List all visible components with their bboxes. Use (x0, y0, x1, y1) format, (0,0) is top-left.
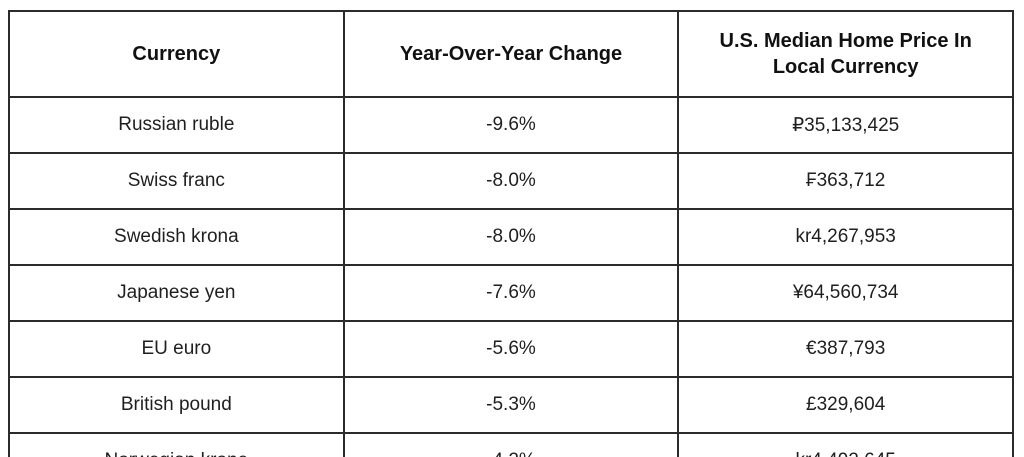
table-row: Swedish krona -8.0% kr4,267,953 (8, 208, 1014, 266)
cell-median-price: kr4,267,953 (677, 208, 1014, 266)
cell-yoy-change: -8.0% (342, 152, 680, 210)
table-header-row: Currency Year-Over-Year Change U.S. Medi… (8, 10, 1014, 98)
table-row: Japanese yen -7.6% ¥64,560,734 (8, 264, 1014, 322)
table-row: Russian ruble -9.6% ₽35,133,425 (8, 96, 1014, 154)
table-row: Swiss franc -8.0% ₣363,712 (8, 152, 1014, 210)
cell-yoy-change: -5.3% (342, 376, 680, 434)
table-row: British pound -5.3% £329,604 (8, 376, 1014, 434)
column-header-yoy-change: Year-Over-Year Change (342, 10, 680, 98)
cell-median-price: €387,793 (677, 320, 1014, 378)
cell-yoy-change: -8.0% (342, 208, 680, 266)
table-header: Currency Year-Over-Year Change U.S. Medi… (8, 10, 1014, 98)
cell-currency: Japanese yen (8, 264, 345, 322)
cell-yoy-change: -4.2% (342, 432, 680, 457)
cell-yoy-change: -7.6% (342, 264, 680, 322)
column-header-currency: Currency (8, 10, 345, 98)
currency-comparison-table: Currency Year-Over-Year Change U.S. Medi… (8, 10, 1014, 457)
cell-currency: British pound (8, 376, 345, 434)
cell-currency: Swedish krona (8, 208, 345, 266)
cell-median-price: kr4,492,645 (677, 432, 1014, 457)
cell-median-price: ¥64,560,734 (677, 264, 1014, 322)
cell-yoy-change: -9.6% (342, 96, 680, 154)
table-row: EU euro -5.6% €387,793 (8, 320, 1014, 378)
cell-currency: EU euro (8, 320, 345, 378)
cell-currency: Norwegian krone (8, 432, 345, 457)
table-body: Russian ruble -9.6% ₽35,133,425 Swiss fr… (8, 96, 1014, 457)
column-header-median-price: U.S. Median Home Price In Local Currency (677, 10, 1014, 98)
cell-median-price: £329,604 (677, 376, 1014, 434)
table-row: Norwegian krone -4.2% kr4,492,645 (8, 432, 1014, 457)
cell-currency: Russian ruble (8, 96, 345, 154)
cell-median-price: ₣363,712 (677, 152, 1014, 210)
cell-yoy-change: -5.6% (342, 320, 680, 378)
cell-currency: Swiss franc (8, 152, 345, 210)
cell-median-price: ₽35,133,425 (677, 96, 1014, 154)
